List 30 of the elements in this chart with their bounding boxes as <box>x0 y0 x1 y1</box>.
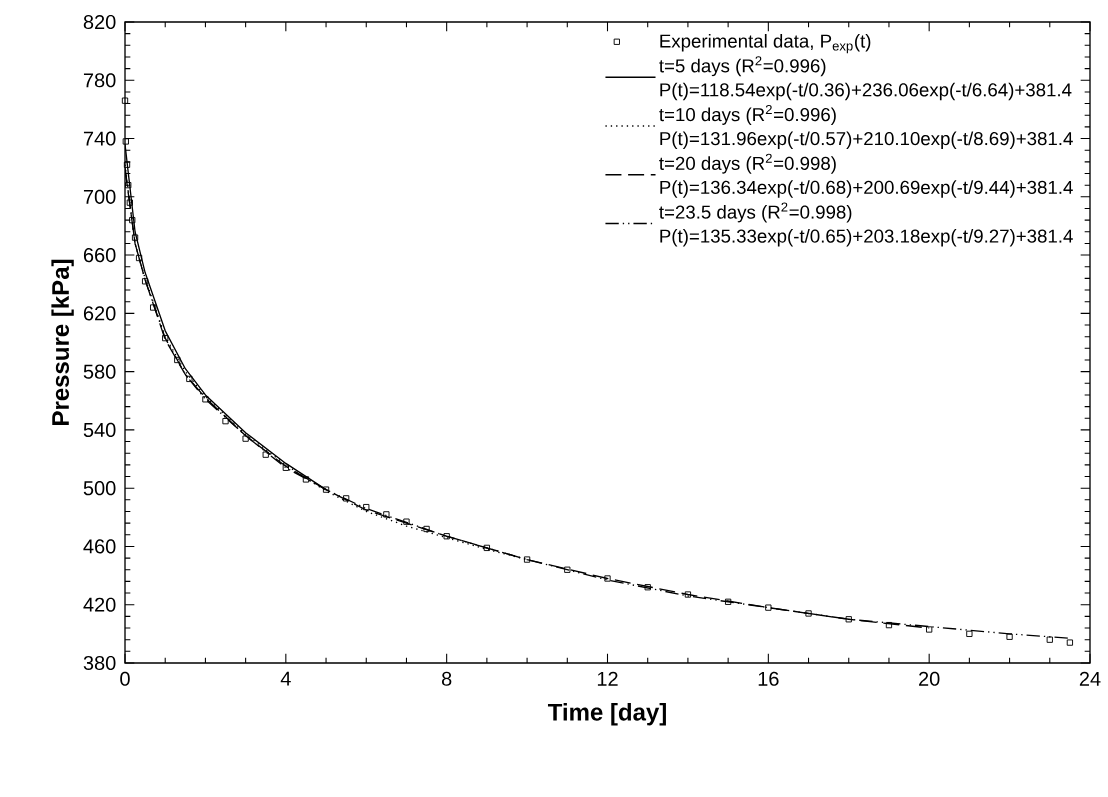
x-tick-label: 0 <box>120 671 130 686</box>
y-tick-label: 580 <box>83 364 116 379</box>
x-axis-title: Time [day] <box>547 703 666 726</box>
x-tick-label: 20 <box>919 671 940 686</box>
annotation: P(t)=118.54exp(-t/0.36)+236.06exp(-t/6.64)+381.4 <box>660 82 1072 101</box>
y-tick-label: 420 <box>83 597 116 612</box>
x-tick-label: 8 <box>441 671 452 686</box>
y-tick-label: 780 <box>83 73 116 88</box>
legend-label: t=23.5 days (R$^{2}$=0.998) <box>659 202 852 223</box>
y-tick-label: 620 <box>83 306 116 321</box>
x-tick-label: 12 <box>597 671 618 686</box>
x-tick-label: 4 <box>280 671 291 686</box>
y-tick-label: 460 <box>83 539 116 554</box>
annotation: P(t)=131.96exp(-t/0.57)+210.10exp(-t/8.69)+381.4 <box>660 131 1073 149</box>
y-tick-label: 500 <box>83 481 116 496</box>
y-tick-label: 660 <box>83 248 116 263</box>
y-tick-label: 380 <box>83 655 116 671</box>
y-tick-label: 700 <box>83 189 116 204</box>
legend-label: t=10 days (R$^{2}$=0.996) <box>659 104 836 125</box>
y-axis-title: Pressure [kPa] <box>51 259 74 425</box>
x-tick-label: 24 <box>1079 671 1101 686</box>
y-tick-label: 820 <box>83 14 116 30</box>
y-tick-label: 540 <box>83 422 116 437</box>
legend-label: t=20 days (R$^{2}$=0.998) <box>659 153 836 174</box>
y-tick-label: 740 <box>83 131 116 146</box>
annotation: P(t)=135.33exp(-t/0.65)+203.18exp(-t/9.27)+381.4 <box>660 229 1073 247</box>
legend-label: Experimental data, P$_{exp}$(t) <box>660 34 871 54</box>
x-tick-label: 16 <box>758 671 779 686</box>
annotation: P(t)=136.34exp(-t/0.68)+200.69exp(-t/9.44)+381.4 <box>660 180 1073 198</box>
legend-label: t=5 days (R$^{2}$=0.996) <box>659 56 826 77</box>
